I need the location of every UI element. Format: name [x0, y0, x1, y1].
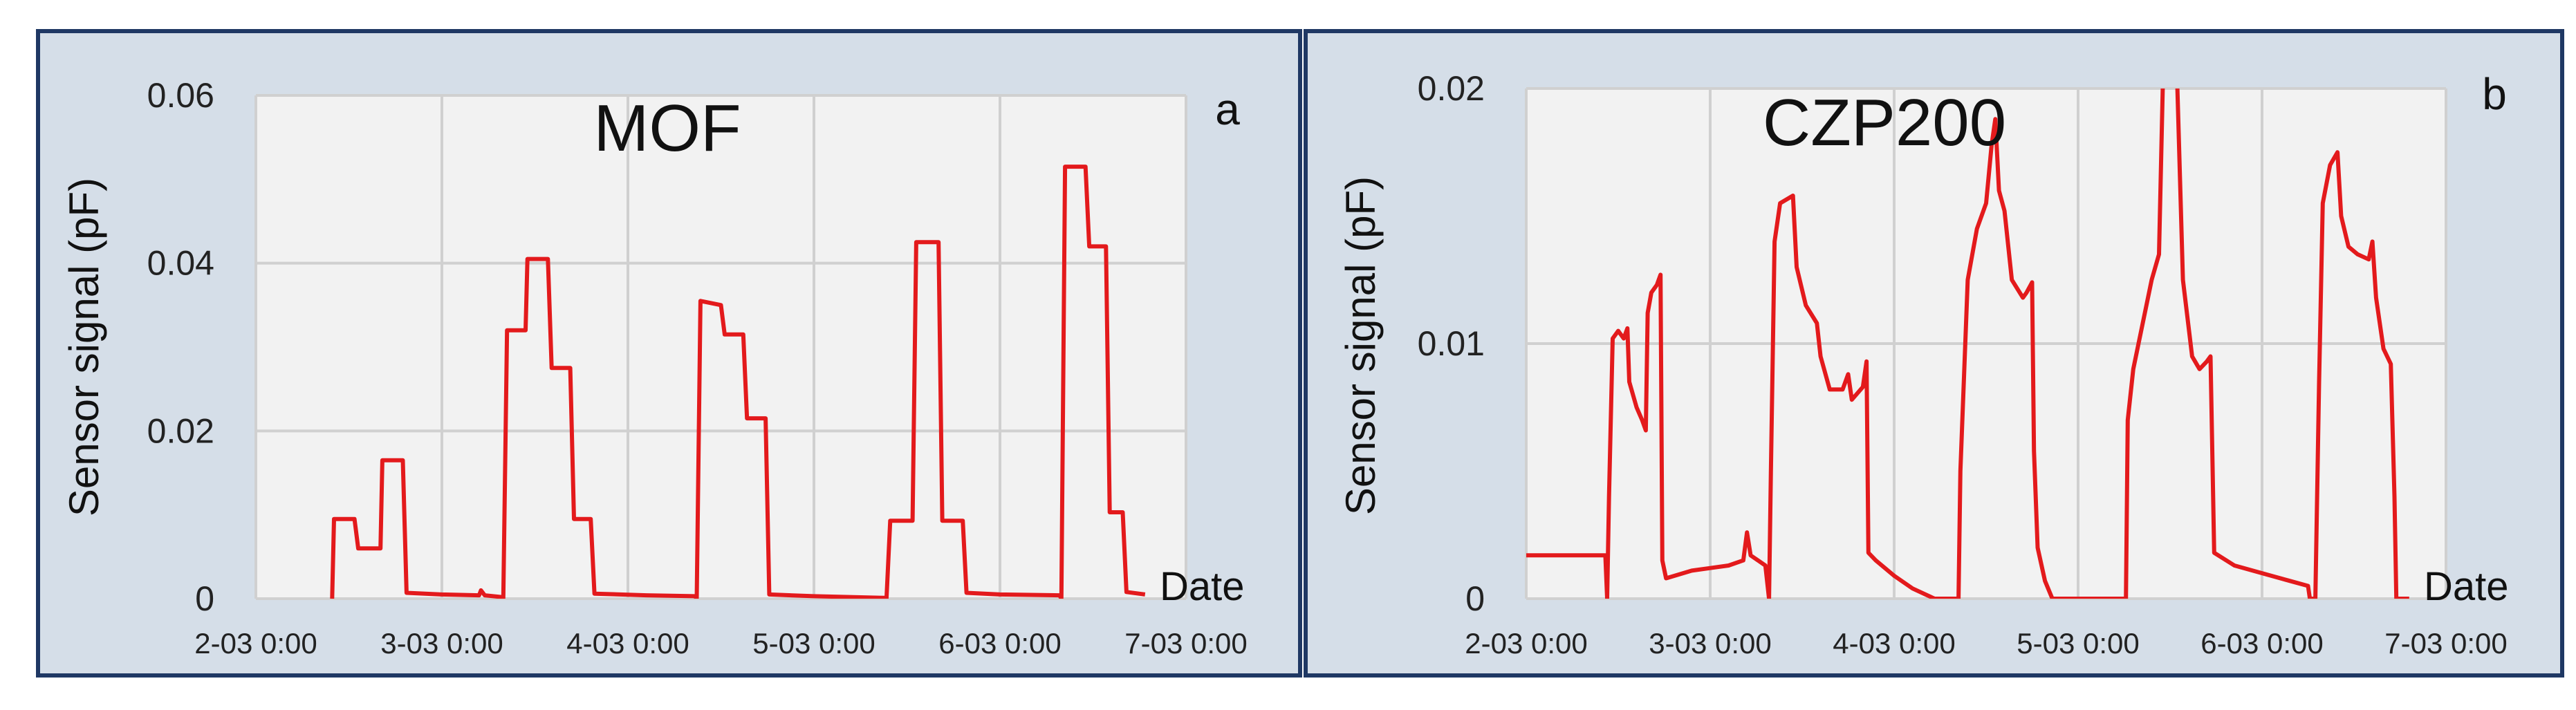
y-tick-label: 0: [1465, 579, 1485, 618]
y-tick-label: 0.01: [1418, 324, 1485, 363]
y-tick-label: 0.04: [147, 244, 214, 283]
x-tick-label: 3-03 0:00: [380, 627, 503, 660]
y-tick-label: 0.02: [147, 411, 214, 450]
chart-title: MOF: [593, 91, 741, 165]
series-line: [330, 165, 1146, 599]
y-axis-label: Sensor signal (pF): [1337, 176, 1384, 515]
x-tick-label: 6-03 0:00: [2200, 627, 2323, 660]
y-tick-label: 0.02: [1418, 69, 1485, 108]
series-line: [1526, 88, 2409, 599]
y-tick-label: 0: [195, 579, 214, 618]
plot-area: [256, 95, 1186, 599]
x-tick-label: 4-03 0:00: [566, 627, 689, 660]
x-tick-label: 7-03 0:00: [1124, 627, 1247, 660]
x-tick-label: 3-03 0:00: [1649, 627, 1771, 660]
x-tick-label: 6-03 0:00: [938, 627, 1061, 660]
y-tick-label: 0.06: [147, 76, 214, 115]
x-tick-label: 7-03 0:00: [2384, 627, 2507, 660]
chart-title: CZP200: [1763, 86, 2006, 160]
x-axis-label: Date: [2424, 564, 2509, 609]
x-tick-label: 2-03 0:00: [1465, 627, 1587, 660]
x-tick-label: 5-03 0:00: [2017, 627, 2139, 660]
x-tick-label: 5-03 0:00: [752, 627, 875, 660]
x-tick-label: 4-03 0:00: [1833, 627, 1955, 660]
panel-a-chart: 2-03 0:00 3-03 0:00 4-03 0:00 5-03 0:00 6-03…: [61, 76, 1248, 660]
x-axis-label: Date: [1160, 564, 1245, 609]
panel-letter: b: [2482, 69, 2507, 119]
x-tick-label: 2-03 0:00: [194, 627, 317, 660]
y-axis-label: Sensor signal (pF): [61, 178, 107, 516]
panel-letter: a: [1215, 84, 1240, 134]
panel-b-chart: 2-03 0:00 3-03 0:00 4-03 0:00 5-03 0:00 6-03…: [1337, 69, 2509, 660]
